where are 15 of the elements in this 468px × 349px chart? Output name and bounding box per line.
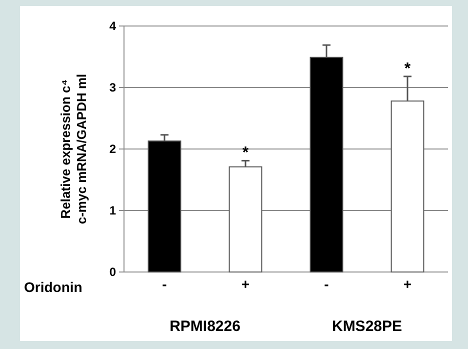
x-tick-label: + bbox=[403, 276, 412, 292]
text: KMS28PE bbox=[332, 318, 402, 335]
annotation: * bbox=[242, 144, 250, 162]
x-tick-label: - bbox=[162, 276, 168, 292]
x-tick-label: - bbox=[324, 276, 330, 292]
text: Oridonin bbox=[24, 279, 82, 295]
annotation: * bbox=[404, 60, 412, 78]
y-axis-title: Relative expression c⁴ c-myc mRNA/GAPDH ml bbox=[58, 74, 89, 224]
y-tick-label: 1 bbox=[109, 203, 116, 218]
y-tick-label: 2 bbox=[109, 142, 116, 156]
y-tick-label: 3 bbox=[109, 80, 116, 94]
y-tick-label: 0 bbox=[109, 264, 116, 279]
text: RPMI8226 bbox=[170, 318, 240, 335]
y-tick-label: 4 bbox=[109, 18, 116, 33]
x-tick-label: + bbox=[241, 276, 250, 292]
